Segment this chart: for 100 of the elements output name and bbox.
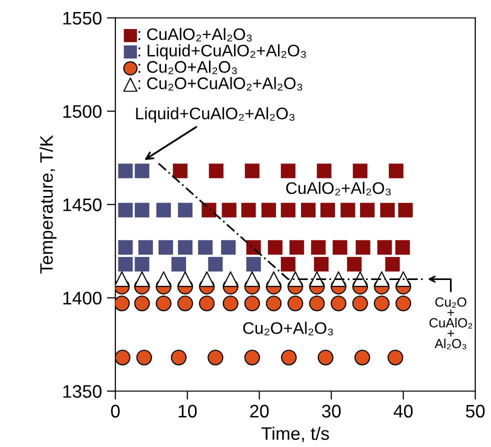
point bbox=[261, 202, 276, 218]
point bbox=[156, 271, 172, 287]
legend-label: : Cu₂O+CuAlO₂+Al₂O₃ bbox=[138, 76, 302, 91]
point bbox=[138, 240, 153, 255]
point bbox=[134, 271, 150, 287]
point bbox=[134, 164, 150, 178]
point bbox=[314, 256, 329, 272]
point bbox=[178, 202, 192, 218]
point bbox=[156, 296, 172, 312]
point bbox=[388, 164, 404, 178]
point bbox=[309, 271, 325, 287]
point bbox=[280, 202, 296, 218]
point bbox=[222, 296, 238, 312]
point bbox=[208, 350, 224, 366]
x-tick-label: 10 bbox=[178, 404, 197, 418]
annotation: Cu₂O+Al₂O₃ bbox=[243, 322, 333, 336]
point bbox=[395, 271, 412, 287]
y-tick-label: 1350 bbox=[63, 385, 102, 398]
point bbox=[136, 350, 152, 366]
point bbox=[198, 271, 215, 287]
x-tick-label: 0 bbox=[111, 404, 120, 418]
point bbox=[241, 202, 256, 218]
y-axis-title: Temperature, T/K bbox=[40, 135, 56, 274]
point bbox=[246, 240, 261, 255]
legend-label: : Liquid+CuAlO₂+Al₂O₃ bbox=[138, 44, 306, 60]
point bbox=[171, 256, 186, 272]
point bbox=[118, 240, 133, 255]
point bbox=[360, 202, 375, 218]
point bbox=[170, 350, 187, 366]
point bbox=[244, 164, 260, 178]
point bbox=[266, 271, 282, 287]
point bbox=[280, 164, 296, 178]
point bbox=[288, 271, 304, 287]
point bbox=[374, 296, 390, 312]
point bbox=[330, 296, 346, 312]
point bbox=[301, 202, 316, 218]
point bbox=[202, 202, 216, 218]
annotation: CuAlO₂+Al₂O₃ bbox=[286, 182, 391, 196]
point bbox=[177, 296, 194, 312]
point bbox=[177, 271, 194, 287]
point bbox=[340, 202, 356, 218]
point bbox=[244, 350, 260, 366]
point bbox=[118, 202, 133, 218]
point bbox=[115, 271, 130, 287]
point bbox=[266, 296, 282, 312]
point bbox=[352, 164, 368, 178]
point bbox=[221, 240, 236, 255]
y-tick-label: 1500 bbox=[63, 105, 102, 118]
point bbox=[134, 256, 150, 272]
point bbox=[198, 240, 213, 255]
point bbox=[352, 271, 368, 287]
point bbox=[356, 240, 370, 255]
point bbox=[222, 271, 238, 287]
point bbox=[288, 296, 304, 312]
point bbox=[281, 350, 297, 366]
point bbox=[311, 240, 326, 255]
point bbox=[395, 240, 410, 255]
point bbox=[320, 202, 336, 218]
point bbox=[158, 240, 174, 255]
point bbox=[178, 240, 192, 255]
point bbox=[244, 271, 260, 287]
point bbox=[280, 256, 296, 272]
point bbox=[208, 256, 223, 272]
y-tick-label: 1550 bbox=[63, 12, 102, 25]
point bbox=[318, 350, 334, 366]
point bbox=[115, 350, 130, 366]
x-tick-label: 50 bbox=[466, 404, 485, 418]
point bbox=[380, 202, 395, 218]
x-tick-label: 40 bbox=[394, 404, 413, 418]
point bbox=[332, 240, 348, 255]
point bbox=[134, 296, 150, 312]
point bbox=[388, 350, 404, 366]
point bbox=[156, 202, 171, 218]
point bbox=[208, 164, 224, 178]
annotation: Liquid+CuAlO₂+Al₂O₃ bbox=[136, 107, 294, 123]
point bbox=[395, 296, 412, 312]
x-axis-title: Time, t/s bbox=[261, 426, 329, 442]
point bbox=[118, 256, 133, 272]
point bbox=[172, 164, 188, 178]
point bbox=[268, 240, 282, 255]
point bbox=[354, 350, 370, 366]
point bbox=[115, 296, 130, 312]
point bbox=[377, 240, 392, 255]
x-tick-label: 30 bbox=[322, 404, 341, 418]
point bbox=[222, 202, 236, 218]
point bbox=[118, 164, 133, 178]
point bbox=[398, 202, 413, 218]
y-tick-label: 1400 bbox=[63, 292, 102, 305]
x-tick-label: 20 bbox=[250, 404, 269, 418]
legend-label: : Cu₂O+Al₂O₃ bbox=[138, 60, 237, 74]
point bbox=[246, 256, 261, 272]
point bbox=[385, 256, 400, 272]
legend-label: : CuAlO₂+Al₂O₃ bbox=[138, 28, 252, 42]
point bbox=[347, 256, 362, 272]
annotation: Cu₂O + CuAlO₂ + Al₂O₃ bbox=[429, 297, 472, 350]
point bbox=[374, 271, 390, 287]
point bbox=[198, 296, 215, 312]
point bbox=[309, 296, 325, 312]
point bbox=[244, 296, 260, 312]
point bbox=[289, 240, 304, 255]
